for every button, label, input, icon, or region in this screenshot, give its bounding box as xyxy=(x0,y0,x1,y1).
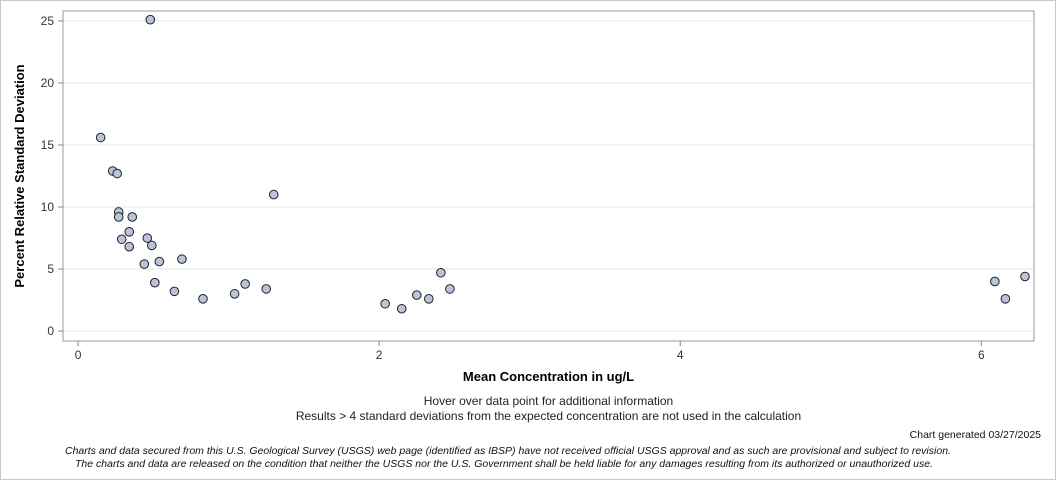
y-tick-label: 15 xyxy=(41,138,55,152)
data-point[interactable] xyxy=(198,294,208,304)
data-point[interactable] xyxy=(396,303,407,314)
data-point[interactable] xyxy=(177,254,187,264)
data-point[interactable] xyxy=(124,227,135,237)
disclaimer-line-1: Charts and data secured from this U.S. G… xyxy=(65,445,951,457)
data-point[interactable] xyxy=(154,256,165,267)
y-tick-label: 10 xyxy=(41,200,55,214)
data-point[interactable] xyxy=(116,234,127,245)
y-tick-label: 25 xyxy=(41,14,55,28)
data-point[interactable] xyxy=(229,289,240,299)
results-note: Results > 4 standard deviations from the… xyxy=(296,409,801,423)
data-point[interactable] xyxy=(139,259,150,269)
data-point[interactable] xyxy=(142,233,153,243)
data-point[interactable] xyxy=(147,240,157,251)
data-points xyxy=(95,14,1030,314)
data-point[interactable] xyxy=(380,298,390,309)
x-tick-label: 4 xyxy=(677,348,684,362)
data-point[interactable] xyxy=(113,212,124,222)
data-point[interactable] xyxy=(1000,294,1011,304)
y-tick-label: 20 xyxy=(41,76,55,90)
x-axis-title: Mean Concentration in ug/L xyxy=(463,369,634,384)
plot-area xyxy=(62,10,1035,342)
gridlines xyxy=(63,20,1034,332)
data-point[interactable] xyxy=(436,267,446,278)
data-point[interactable] xyxy=(145,14,156,25)
y-tick-label: 0 xyxy=(47,324,54,338)
data-point[interactable] xyxy=(124,241,135,252)
data-point[interactable] xyxy=(112,168,122,179)
data-point[interactable] xyxy=(127,212,138,222)
y-axis-title: Percent Relative Standard Deviation xyxy=(12,64,27,287)
data-point[interactable] xyxy=(240,279,250,289)
data-point[interactable] xyxy=(1020,271,1030,282)
x-tick-label: 2 xyxy=(376,348,383,362)
data-point[interactable] xyxy=(990,276,1000,287)
data-point[interactable] xyxy=(261,284,272,294)
data-point[interactable] xyxy=(150,277,160,288)
y-tick-label: 5 xyxy=(47,262,54,276)
data-point[interactable] xyxy=(445,284,455,294)
axis-ticks: 0 5 10 15 20 25 0 2 4 6 xyxy=(41,14,985,362)
x-tick-label: 0 xyxy=(75,348,82,362)
data-point[interactable] xyxy=(95,132,106,143)
data-point[interactable] xyxy=(169,286,180,297)
disclaimer-line-2: The charts and data are released on the … xyxy=(75,458,933,470)
chart-generated-date: Chart generated 03/27/2025 xyxy=(910,429,1042,441)
x-tick-label: 6 xyxy=(978,348,985,362)
data-point[interactable] xyxy=(411,290,422,300)
hover-note: Hover over data point for additional inf… xyxy=(424,394,673,408)
data-point[interactable] xyxy=(268,189,279,200)
data-point[interactable] xyxy=(424,294,434,304)
